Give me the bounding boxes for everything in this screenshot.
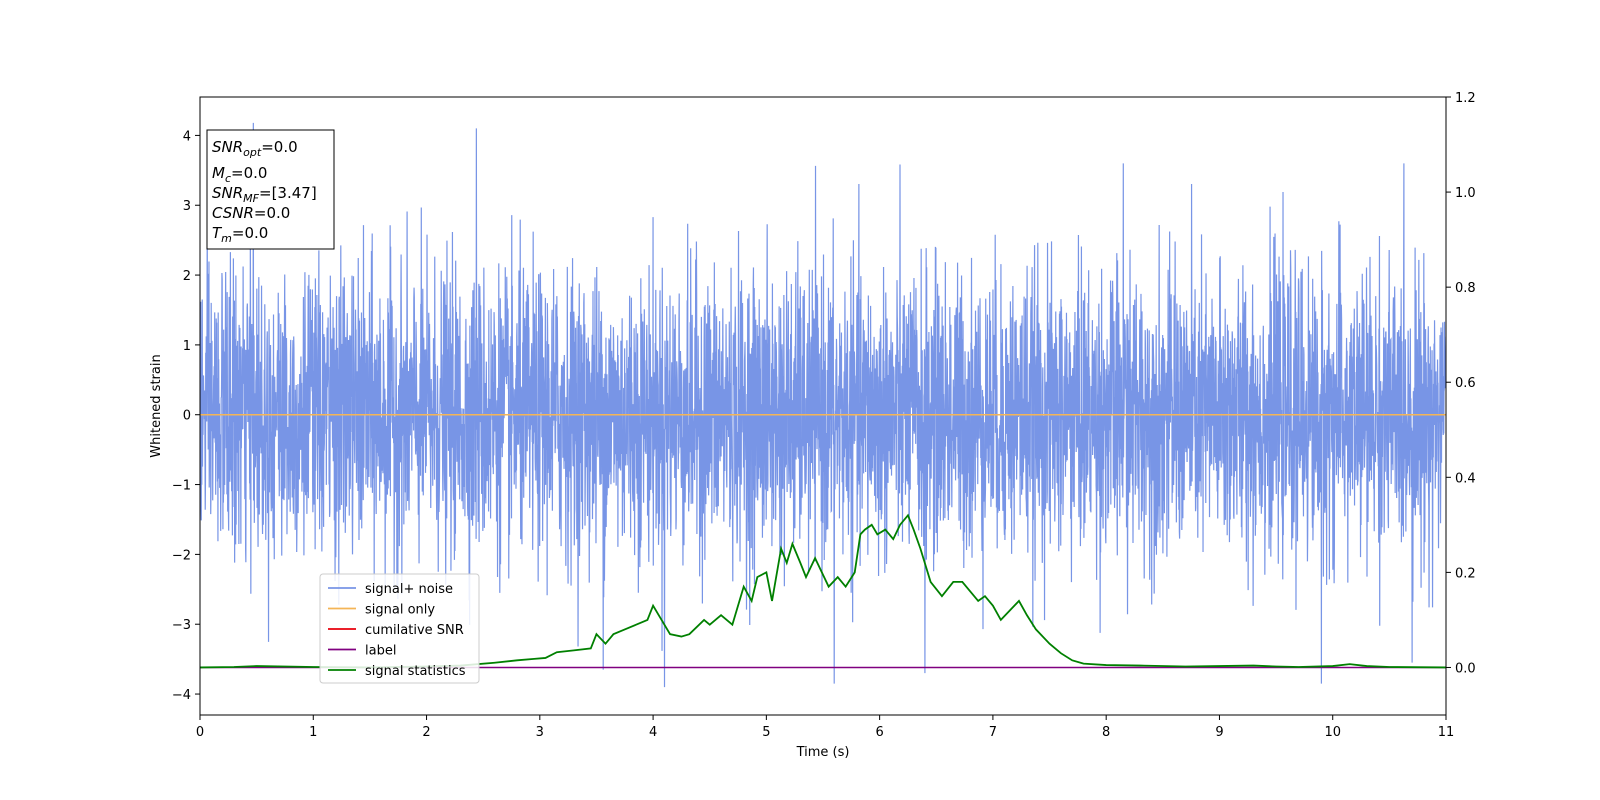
y-right-tick-label: 1.2 [1455,91,1476,106]
legend-frame [319,573,480,684]
plot-frame [199,96,1447,716]
y-left-tick-label: −4 [172,688,191,703]
x-tick-label: 0 [196,725,204,740]
x-tick-label: 9 [1215,725,1223,740]
legend: signal+ noise signal only cumilative SNR la… [319,573,480,684]
legend-label: label [365,644,396,659]
x-tick-label: 5 [762,725,770,740]
x-tick-label: 3 [536,725,544,740]
info-box-line: CSNR=0.0 [212,204,290,222]
y-axis-right: 0.0 0.2 0.4 0.6 0.8 1.0 1.2 [1446,91,1476,676]
y-left-tick-label: −2 [172,548,191,563]
legend-label: signal+ noise [365,582,453,597]
x-tick-label: 8 [1102,725,1110,740]
y-right-tick-label: 0.6 [1455,376,1476,391]
y-left-tick-label: 3 [183,199,191,214]
info-box-line: SNRopt=0.0 [212,138,298,159]
y-left-tick-label: 4 [183,129,191,144]
y-left-tick-label: 2 [183,269,191,284]
x-tick-label: 2 [422,725,430,740]
x-axis: 0 1 2 3 4 5 6 7 8 9 10 11 [196,715,1454,740]
series-line-signal-noise [200,122,1446,688]
y-right-tick-label: 0.0 [1455,661,1476,676]
y-left-tick-label: 0 [183,409,191,424]
x-tick-label: 4 [649,725,657,740]
y-axis-left: −4 −3 −2 −1 0 1 2 3 4 [172,129,200,703]
info-box-line: Mc=0.0 [212,164,267,185]
x-tick-label: 1 [309,725,317,740]
info-box-frame [206,129,335,250]
info-box-line: SNRMF=[3.47] [212,184,317,205]
series-line-signal-statistics [200,513,1446,669]
y-right-tick-label: 1.0 [1455,186,1476,201]
x-tick-label: 6 [875,725,883,740]
x-tick-label: 10 [1324,725,1341,740]
y-axis-label: Whitened strain [149,354,164,457]
y-left-tick-label: 1 [183,339,191,354]
legend-label: signal only [365,603,435,618]
y-right-tick-label: 0.2 [1455,566,1476,581]
x-tick-label: 11 [1438,725,1455,740]
y-right-tick-label: 0.8 [1455,281,1476,296]
legend-label: signal statistics [365,664,466,679]
y-left-tick-label: −3 [172,618,191,633]
legend-label: cumilative SNR [365,623,464,638]
y-right-tick-label: 0.4 [1455,471,1476,486]
info-box-line: Tm=0.0 [212,224,268,245]
x-tick-label: 7 [989,725,997,740]
x-axis-label: Time (s) [796,745,850,760]
y-left-tick-label: −1 [172,479,191,494]
plot-series-layer [200,122,1446,688]
